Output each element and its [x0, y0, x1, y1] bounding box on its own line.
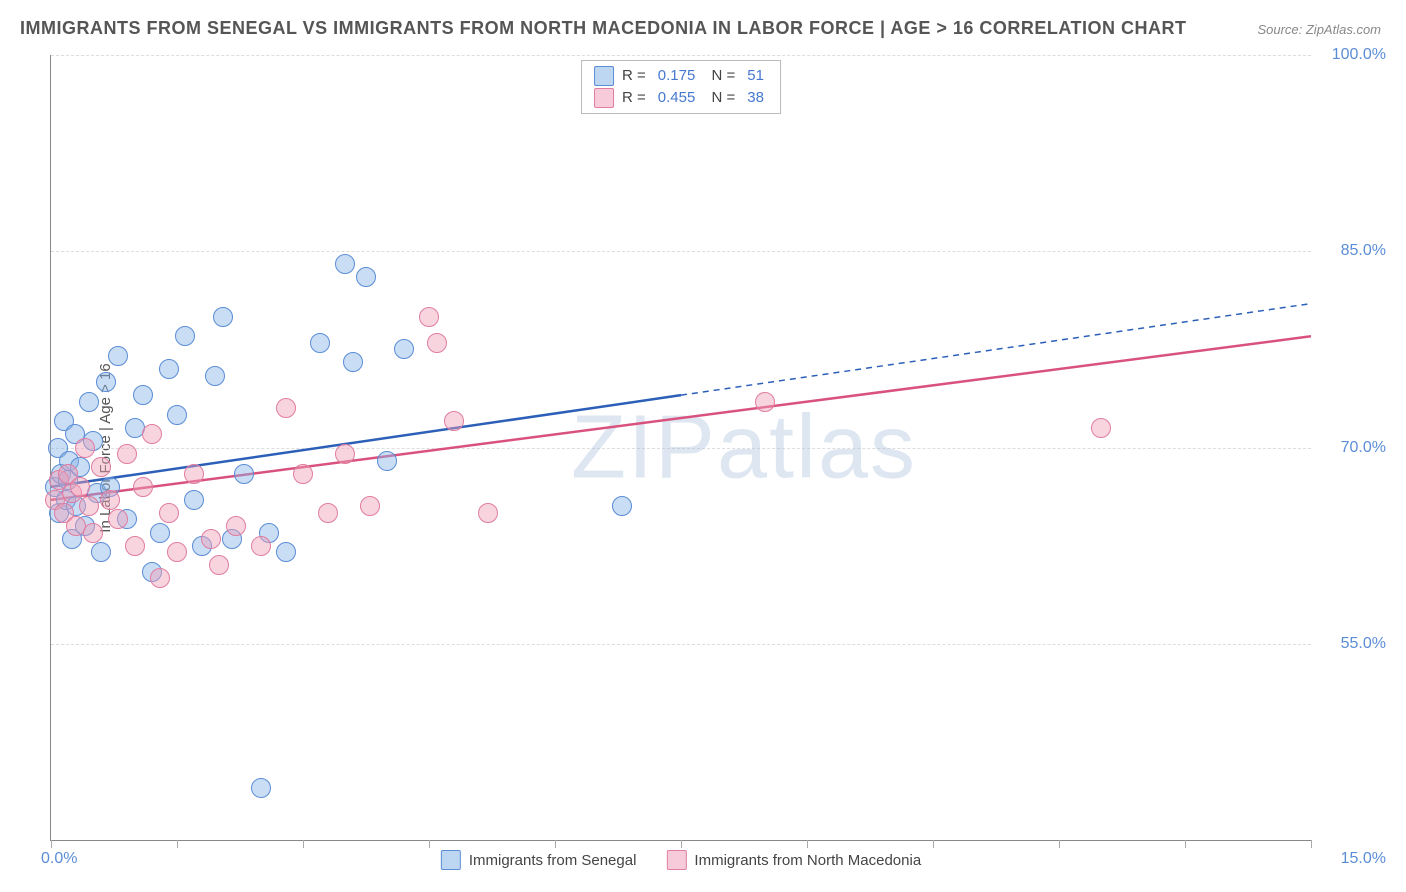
- scatter-point: [79, 392, 99, 412]
- source-attribution: Source: ZipAtlas.com: [1257, 22, 1381, 37]
- legend-item-macedonia: Immigrants from North Macedonia: [666, 850, 921, 870]
- scatter-point: [159, 359, 179, 379]
- y-tick-label: 55.0%: [1316, 635, 1386, 653]
- swatch-macedonia: [594, 88, 614, 108]
- scatter-point: [419, 307, 439, 327]
- scatter-point: [83, 523, 103, 543]
- x-tick: [429, 840, 430, 848]
- legend-row-senegal: R = 0.175 N = 51: [594, 65, 768, 87]
- scatter-point: [133, 477, 153, 497]
- scatter-point: [226, 516, 246, 536]
- scatter-point: [394, 339, 414, 359]
- scatter-point: [318, 503, 338, 523]
- scatter-point: [79, 496, 99, 516]
- x-tick: [303, 840, 304, 848]
- scatter-point: [150, 568, 170, 588]
- swatch-senegal: [594, 66, 614, 86]
- scatter-point: [142, 424, 162, 444]
- x-axis-max-label: 15.0%: [1341, 850, 1386, 868]
- x-tick: [177, 840, 178, 848]
- x-tick: [681, 840, 682, 848]
- y-tick-label: 70.0%: [1316, 439, 1386, 457]
- n-value-macedonia: 38: [747, 87, 764, 109]
- scatter-point: [91, 542, 111, 562]
- scatter-point: [251, 536, 271, 556]
- legend-label-macedonia: Immigrants from North Macedonia: [694, 852, 921, 869]
- scatter-point: [133, 385, 153, 405]
- scatter-point: [159, 503, 179, 523]
- scatter-point: [251, 778, 271, 798]
- scatter-point: [377, 451, 397, 471]
- chart-title: IMMIGRANTS FROM SENEGAL VS IMMIGRANTS FR…: [20, 18, 1187, 39]
- scatter-point: [1091, 418, 1111, 438]
- scatter-point: [755, 392, 775, 412]
- plot-area: In Labor Force | Age > 16 55.0%70.0%85.0…: [50, 55, 1311, 841]
- scatter-point: [427, 333, 447, 353]
- x-tick: [555, 840, 556, 848]
- scatter-point: [209, 555, 229, 575]
- x-tick: [933, 840, 934, 848]
- scatter-point: [108, 346, 128, 366]
- scatter-point: [343, 352, 363, 372]
- y-tick-label: 100.0%: [1316, 46, 1386, 64]
- swatch-icon: [441, 850, 461, 870]
- scatter-point: [276, 398, 296, 418]
- x-axis-min-label: 0.0%: [41, 850, 77, 868]
- gridline: [51, 644, 1311, 645]
- scatter-point: [360, 496, 380, 516]
- scatter-point: [184, 490, 204, 510]
- swatch-icon: [666, 850, 686, 870]
- scatter-point: [96, 372, 116, 392]
- legend-correlation: R = 0.175 N = 51 R = 0.455 N = 38: [581, 60, 781, 114]
- scatter-point: [117, 444, 137, 464]
- scatter-point: [478, 503, 498, 523]
- legend-item-senegal: Immigrants from Senegal: [441, 850, 637, 870]
- scatter-point: [91, 457, 111, 477]
- scatter-point: [175, 326, 195, 346]
- scatter-point: [70, 477, 90, 497]
- gridline: [51, 251, 1311, 252]
- scatter-point: [75, 438, 95, 458]
- scatter-point: [335, 444, 355, 464]
- x-tick: [1059, 840, 1060, 848]
- legend-label-senegal: Immigrants from Senegal: [469, 852, 637, 869]
- scatter-point: [310, 333, 330, 353]
- legend-series: Immigrants from Senegal Immigrants from …: [441, 850, 921, 870]
- scatter-point: [205, 366, 225, 386]
- scatter-point: [213, 307, 233, 327]
- scatter-point: [234, 464, 254, 484]
- y-tick-label: 85.0%: [1316, 242, 1386, 260]
- scatter-point: [167, 542, 187, 562]
- x-tick: [807, 840, 808, 848]
- scatter-point: [276, 542, 296, 562]
- scatter-point: [335, 254, 355, 274]
- scatter-point: [100, 490, 120, 510]
- scatter-point: [167, 405, 187, 425]
- r-value-senegal: 0.175: [658, 65, 696, 87]
- scatter-point: [612, 496, 632, 516]
- gridline: [51, 448, 1311, 449]
- scatter-point: [150, 523, 170, 543]
- scatter-point: [108, 509, 128, 529]
- gridline: [51, 55, 1311, 56]
- scatter-point: [201, 529, 221, 549]
- scatter-point: [444, 411, 464, 431]
- legend-row-macedonia: R = 0.455 N = 38: [594, 87, 768, 109]
- n-value-senegal: 51: [747, 65, 764, 87]
- x-tick: [51, 840, 52, 848]
- scatter-point: [125, 536, 145, 556]
- x-tick: [1185, 840, 1186, 848]
- scatter-point: [293, 464, 313, 484]
- scatter-point: [184, 464, 204, 484]
- x-tick: [1311, 840, 1312, 848]
- scatter-point: [356, 267, 376, 287]
- r-value-macedonia: 0.455: [658, 87, 696, 109]
